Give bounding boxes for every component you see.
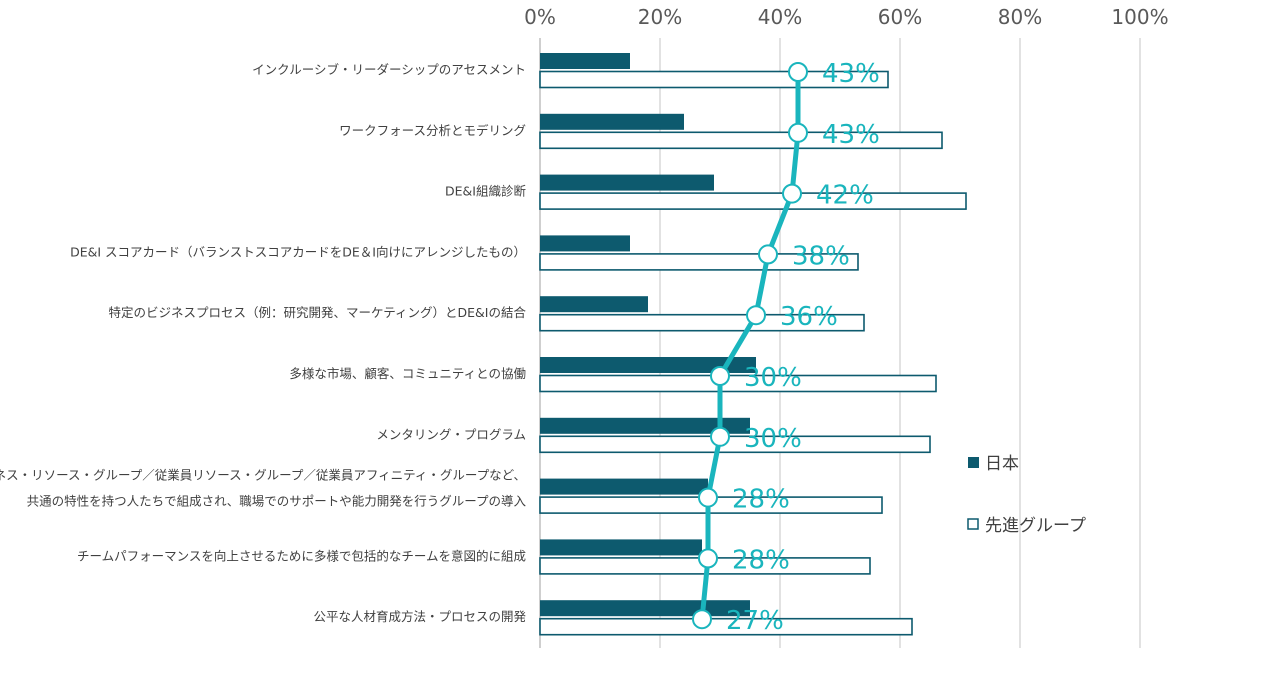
bar-japan [540, 357, 756, 373]
category-label: ワークフォース分析とモデリング [339, 123, 526, 138]
category-label: DE&I スコアカード（バランストスコアカードをDE＆I向けにアレンジしたもの） [70, 244, 526, 259]
line-point [692, 609, 712, 630]
x-tick-label: 0% [524, 5, 556, 29]
line-point [758, 244, 778, 265]
data-label: 42% [816, 181, 874, 211]
line-point [788, 62, 808, 82]
category-label: 共通の特性を持つ人たちで組成され、職場でのサポートや能力開発を行うグループの導入 [27, 494, 527, 509]
line-point [782, 183, 802, 204]
category-label: 多様な市場、顧客、コミュニティとの協働 [289, 366, 526, 381]
category-label: DE&I組織診断 [445, 184, 526, 199]
line-point [698, 487, 718, 508]
data-label: 27% [726, 606, 784, 636]
bar-japan [540, 296, 648, 313]
x-tick-label: 20% [638, 5, 682, 29]
x-tick-label: 100% [1111, 5, 1168, 29]
x-tick-label: 60% [878, 5, 922, 29]
legend-label-advanced: 先進グループ [985, 516, 1086, 536]
x-tick-label: 40% [758, 5, 802, 29]
bar-advanced-group [539, 617, 913, 636]
data-label: 30% [744, 424, 802, 454]
category-label: インクルーシブ・リーダーシップのアセスメント [252, 62, 526, 77]
category-label: 公平な人材育成方法・プロセスの開発 [313, 609, 526, 624]
line-point [788, 122, 808, 143]
bar-japan [540, 478, 708, 495]
category-label: ビジネス・リソース・グループ／従業員リソース・グループ／従業員アフィニティ・グル… [0, 468, 526, 483]
bar-advanced-group [539, 253, 859, 271]
data-label: 36% [780, 302, 838, 332]
data-label: 38% [792, 241, 850, 271]
bar-japan [540, 417, 750, 434]
category-label: 特定のビジネスプロセス（例：研究開発、マーケティング）とDE&Iの結合 [109, 305, 527, 320]
bar-japan [540, 174, 714, 191]
bar-japan [540, 53, 630, 69]
bar-advanced-group [539, 192, 967, 210]
bar-japan [540, 539, 702, 556]
bar-advanced-group [539, 131, 943, 150]
line-series [699, 72, 801, 620]
line-point [710, 426, 730, 447]
data-label: 28% [732, 485, 790, 515]
data-label: 28% [732, 545, 790, 575]
category-label: チームパフォーマンスを向上させるために多様で包括的なチームを意図的に組成 [77, 548, 526, 563]
legend-swatch-japan [968, 457, 979, 468]
bar-japan [540, 600, 750, 617]
bar-japan [540, 113, 684, 130]
line-point [746, 305, 766, 326]
x-tick-label: 80% [998, 5, 1042, 29]
line-point [698, 548, 718, 569]
category-label: メンタリング・プログラム [376, 427, 526, 442]
data-label: 30% [744, 363, 802, 393]
bar-advanced-group [539, 374, 937, 393]
legend-swatch-advanced [967, 518, 979, 530]
line-point [710, 366, 730, 386]
legend-label-japan: 日本 [985, 454, 1019, 474]
bar-advanced-group [539, 435, 931, 454]
data-label: 43% [822, 59, 880, 89]
data-label: 43% [822, 120, 880, 150]
bar-japan [540, 235, 630, 252]
bar-advanced-group [539, 313, 865, 332]
